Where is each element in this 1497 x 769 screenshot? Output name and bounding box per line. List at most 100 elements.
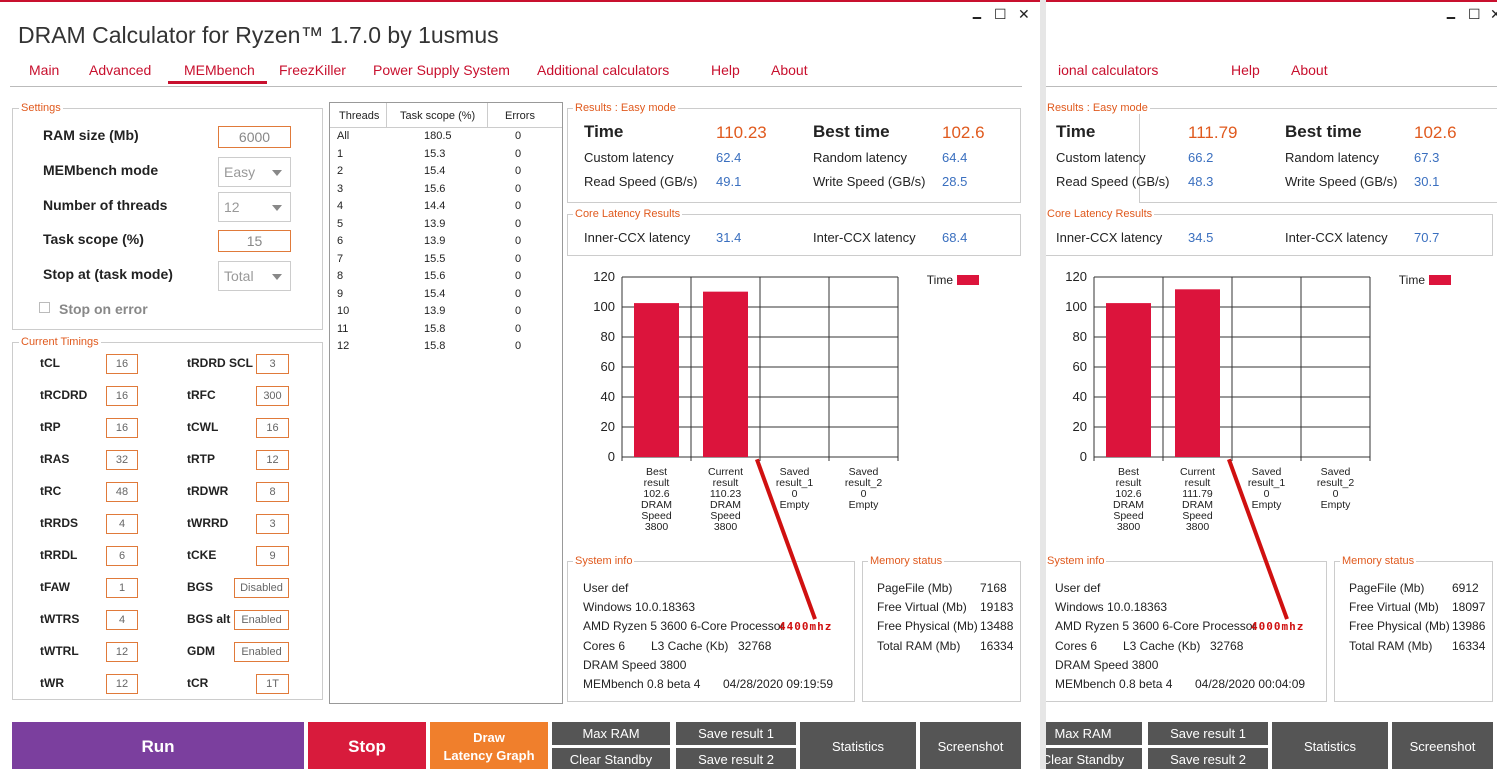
timing-value-trtp[interactable]: 12 xyxy=(256,450,289,470)
timing-value-tcr[interactable]: 1T xyxy=(256,674,289,694)
save-result-1-button[interactable]: Save result 1 xyxy=(676,722,796,745)
timing-value-trdrd-scl[interactable]: 3 xyxy=(256,354,289,374)
timing-value-trc[interactable]: 48 xyxy=(106,482,138,502)
timing-value-trcdrd[interactable]: 16 xyxy=(106,386,138,406)
save-result-2-button[interactable]: Save result 2 xyxy=(1148,748,1268,769)
minimize-icon[interactable]: 🗕 xyxy=(972,8,982,24)
run-button[interactable]: Run xyxy=(12,722,304,769)
timing-value-tcl[interactable]: 16 xyxy=(106,354,138,374)
timing-value-twtrs[interactable]: 4 xyxy=(106,610,138,630)
sysinfo-date: 04/28/2020 00:04:09 xyxy=(1195,677,1306,691)
tab-power-supply[interactable]: Power Supply System xyxy=(373,62,510,78)
task-scope-input[interactable]: 15 xyxy=(218,230,291,252)
tab-additional-calculators[interactable]: Additional calculators xyxy=(537,62,670,78)
timing-label-trtp: tRTP xyxy=(187,452,215,466)
free-virtual-label: Free Virtual (Mb) xyxy=(877,600,967,614)
timing-value-trrds[interactable]: 4 xyxy=(106,514,138,534)
timing-value-gdm[interactable]: Enabled xyxy=(234,642,289,662)
row-thread: 7 xyxy=(337,252,344,265)
stop-on-error-label: Stop on error xyxy=(59,301,148,317)
sysinfo-user: User def xyxy=(1055,581,1101,595)
timing-value-tcwl[interactable]: 16 xyxy=(256,418,289,438)
total-ram-value: 16334 xyxy=(1452,639,1486,653)
read-speed-label: Read Speed (GB/s) xyxy=(1056,174,1170,189)
x-category-label: result xyxy=(1116,477,1142,489)
y-tick-label: 60 xyxy=(1073,359,1087,374)
chevron-down-icon xyxy=(272,205,282,211)
chevron-down-icon xyxy=(272,170,282,176)
timing-value-twrrd[interactable]: 3 xyxy=(256,514,289,534)
membench-mode-select[interactable]: Easy xyxy=(218,157,291,187)
statistics-button[interactable]: Statistics xyxy=(1272,722,1388,769)
minimize-icon[interactable]: 🗕 xyxy=(1446,8,1456,24)
timing-label-tcwl: tCWL xyxy=(187,420,219,434)
maximize-icon[interactable]: ☐ xyxy=(994,6,1007,22)
tab-about[interactable]: About xyxy=(771,62,808,78)
row-scope: 15.6 xyxy=(424,270,446,282)
ram-size-input[interactable]: 6000 xyxy=(218,126,291,148)
core-latency-legend: Core Latency Results xyxy=(1046,208,1155,220)
maximize-icon[interactable]: ☐ xyxy=(1468,6,1481,22)
timing-label-tras: tRAS xyxy=(40,452,70,466)
x-category-label: 0 xyxy=(792,488,798,500)
row-errors: 0 xyxy=(515,270,522,282)
clear-standby-button[interactable]: Clear Standby xyxy=(1046,748,1142,769)
timing-label-trrds: tRRDS xyxy=(40,516,78,530)
timing-value-twtrl[interactable]: 12 xyxy=(106,642,138,662)
timing-value-bgs-alt[interactable]: Enabled xyxy=(234,610,289,630)
x-category-label: Saved xyxy=(849,466,879,478)
tab-help[interactable]: Help xyxy=(1231,62,1260,78)
timing-value-trrdl[interactable]: 6 xyxy=(106,546,138,566)
tab-freezkiller[interactable]: FreezKiller xyxy=(279,62,346,78)
inner-ccx-value: 31.4 xyxy=(716,230,742,245)
timing-value-tcke[interactable]: 9 xyxy=(256,546,289,566)
stop-on-error-checkbox[interactable] xyxy=(39,302,50,313)
row-errors: 0 xyxy=(515,287,522,300)
close-icon[interactable]: ✕ xyxy=(1018,6,1030,22)
sysinfo-bench: MEMbench 0.8 beta 4 xyxy=(583,677,701,691)
tab-membench[interactable]: MEMbench xyxy=(168,62,267,84)
membench-mode-value: Easy xyxy=(224,164,256,180)
stop-at-select[interactable]: Total xyxy=(218,261,291,291)
statistics-button[interactable]: Statistics xyxy=(800,722,916,769)
y-tick-label: 20 xyxy=(601,419,615,434)
timing-value-tfaw[interactable]: 1 xyxy=(106,578,138,598)
timing-value-twr[interactable]: 12 xyxy=(106,674,138,694)
stop-button[interactable]: Stop xyxy=(308,722,426,769)
save-result-2-button[interactable]: Save result 2 xyxy=(676,748,796,769)
timing-value-trp[interactable]: 16 xyxy=(106,418,138,438)
random-latency-value: 67.3 xyxy=(1414,150,1440,165)
tab-help[interactable]: Help xyxy=(711,62,740,78)
tab-advanced[interactable]: Advanced xyxy=(89,62,152,78)
tab-about[interactable]: About xyxy=(1291,62,1328,78)
sysinfo-os: Windows 10.0.18363 xyxy=(1055,600,1168,614)
draw-latency-graph-button[interactable]: Draw Latency Graph xyxy=(430,722,548,769)
best-time-value: 102.6 xyxy=(1414,123,1457,142)
max-ram-button[interactable]: Max RAM xyxy=(1046,722,1142,745)
clear-standby-button[interactable]: Clear Standby xyxy=(552,748,670,769)
screenshot-button[interactable]: Screenshot xyxy=(1392,722,1493,769)
timing-label-bgs: BGS xyxy=(187,580,214,594)
max-ram-button[interactable]: Max RAM xyxy=(552,722,670,745)
close-icon[interactable]: ✕ xyxy=(1490,6,1497,23)
screenshot-button[interactable]: Screenshot xyxy=(920,722,1021,769)
timing-label-trdrd-scl: tRDRD SCL xyxy=(187,356,253,370)
timing-label-trp: tRP xyxy=(40,420,61,434)
time-value: 111.79 xyxy=(1188,123,1238,142)
tab-main[interactable]: Main xyxy=(29,62,60,78)
tab-additional-calculators[interactable]: ional calculators xyxy=(1058,62,1159,78)
threads-select[interactable]: 12 xyxy=(218,192,291,222)
row-thread: 2 xyxy=(337,165,344,177)
timing-value-bgs[interactable]: Disabled xyxy=(234,578,289,598)
settings-panel xyxy=(12,108,323,330)
write-speed-value: 28.5 xyxy=(942,174,968,189)
save-result-1-button[interactable]: Save result 1 xyxy=(1148,722,1268,745)
core-latency-panel xyxy=(567,214,1021,256)
timing-value-trdwr[interactable]: 8 xyxy=(256,482,289,502)
system-info-legend: System info xyxy=(573,555,635,567)
sysinfo-dram: DRAM Speed 3800 xyxy=(1055,658,1159,672)
custom-latency-value: 66.2 xyxy=(1188,150,1214,165)
timing-value-tras[interactable]: 32 xyxy=(106,450,138,470)
timing-label-trcdrd: tRCDRD xyxy=(40,388,88,402)
timing-value-trfc[interactable]: 300 xyxy=(256,386,289,406)
